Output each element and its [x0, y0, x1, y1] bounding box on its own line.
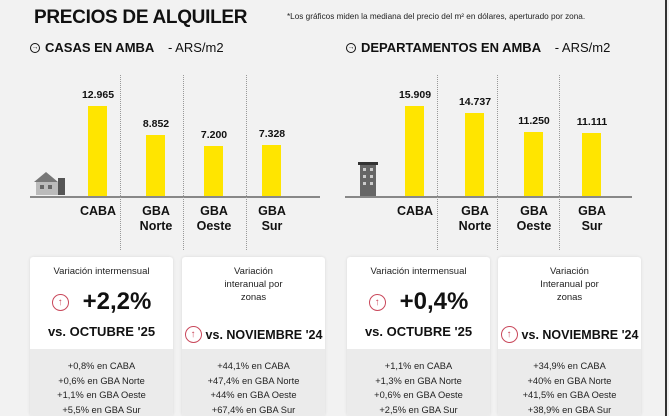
zone-line: +40% en GBA Norte	[527, 375, 612, 386]
category-label: GBA Norte	[139, 204, 173, 233]
data-label: 12.965	[81, 89, 115, 101]
zone-breakdown: +34,9% en CABA +40% en GBA Norte +41,5% en…	[498, 349, 641, 416]
window-border	[665, 0, 667, 416]
category-label: GBA Sur	[578, 204, 606, 233]
category-label: GBA Norte	[458, 204, 492, 233]
zone-line: +0,6% en GBA Oeste	[374, 390, 463, 400]
section-departamentos: → DEPARTAMENTOS EN AMBA - ARS/m2	[346, 40, 610, 55]
category-label: GBA Oeste	[196, 204, 232, 233]
page-title: PRECIOS DE ALQUILER	[34, 7, 248, 28]
bar-gba-sur	[262, 145, 281, 196]
separator	[120, 75, 121, 250]
data-label: 7.200	[200, 129, 228, 142]
variation-card: Variación interanual por zonas ↑ vs. NOVIE…	[182, 257, 325, 416]
data-label: 11.250	[518, 115, 550, 128]
separator	[183, 75, 184, 250]
category-label: GBA Oeste	[516, 204, 552, 233]
separator	[246, 75, 247, 250]
variation-value: +0,4%	[399, 288, 469, 315]
zone-breakdown: +0,8% en CABA +0,6% en GBA Norte +1,1% en …	[30, 349, 173, 416]
section-title: CASAS EN AMBA	[45, 40, 155, 55]
zone-line: +1,1% en GBA Oeste	[57, 390, 146, 400]
card-caption: Variación intermensual	[370, 266, 467, 277]
section-casas: → CASAS EN AMBA - ARS/m2	[30, 40, 224, 55]
bar-caba	[405, 106, 424, 196]
zone-breakdown: +44,1% en CABA +47,4% en GBA Norte +44% en…	[182, 349, 325, 416]
data-label: 7.328	[258, 128, 286, 141]
zone-line: +38,9% en GBA Sur	[527, 404, 612, 415]
zone-breakdown: +1,1% en CABA +1,3% en GBA Norte +0,6% en …	[347, 349, 490, 416]
section-unit: - ARS/m2	[554, 40, 611, 55]
data-label: 14.737	[458, 95, 492, 108]
data-label: 11.111	[576, 116, 608, 129]
comparison-period: vs. NOVIEMBRE '24	[205, 327, 323, 342]
data-label: 8.852	[142, 117, 170, 130]
zone-line: +0,8% en CABA	[67, 361, 136, 371]
zone-line: +5,5% en GBA Sur	[62, 404, 141, 415]
variation-card: Variación intermensual ↑ +0,4% vs. OCTUBRE …	[347, 257, 490, 416]
chart-casas: 12.965 CABA 8.852 GBA Norte 7.200 GBA Oeste 7.…	[0, 70, 335, 250]
zone-line: +44% en GBA Oeste	[210, 390, 297, 400]
variation-value: +2,2%	[82, 288, 152, 315]
bar-caba	[88, 106, 107, 196]
chart-departamentos: 15.909 CABA 14.737 GBA Norte 11.250 GBA Oeste…	[0, 70, 669, 250]
card-caption: Variación interanual por zonas	[224, 266, 283, 303]
comparison-period: vs. OCTUBRE '25	[364, 324, 473, 339]
card-caption: Variación Interanual por zonas	[540, 266, 599, 303]
zone-line: +1,1% en CABA	[384, 361, 453, 371]
zone-line: +1,3% en GBA Norte	[375, 375, 462, 386]
data-label: 15.909	[398, 89, 432, 101]
bar-gba-oeste	[204, 146, 223, 196]
zone-line: +34,9% en CABA	[533, 361, 606, 371]
variation-card: Variación intermensual ↑ +2,2% vs. OCTUBRE …	[30, 257, 173, 416]
section-unit: - ARS/m2	[167, 40, 224, 55]
separator	[437, 75, 438, 250]
category-label: CABA	[79, 204, 117, 218]
separator	[559, 75, 560, 250]
arrow-up-circle-icon: ↑	[368, 293, 386, 311]
zone-line: +0,6% en GBA Norte	[58, 375, 145, 386]
arrow-right-circle-icon: →	[346, 42, 356, 53]
arrow-right-circle-icon: →	[30, 42, 40, 53]
bar-gba-oeste	[524, 132, 543, 196]
zone-line: +47,4% en GBA Norte	[207, 375, 300, 386]
arrow-up-circle-icon: ↑	[51, 293, 69, 311]
zone-line: +44,1% en CABA	[217, 361, 290, 371]
section-title: DEPARTAMENTOS EN AMBA	[361, 40, 542, 55]
zone-line: +67,4% en GBA Sur	[211, 404, 296, 415]
variation-card: Variación Interanual por zonas ↑ vs. NOVIE…	[498, 257, 641, 416]
bar-gba-norte	[465, 112, 484, 196]
bar-gba-norte	[146, 134, 165, 196]
zone-line: +41,5% en GBA Oeste	[522, 390, 617, 400]
x-axis-line	[30, 196, 320, 198]
footnote: *Los gráficos miden la mediana del preci…	[287, 12, 586, 21]
building-icon	[358, 162, 378, 196]
separator	[497, 75, 498, 250]
comparison-period: vs. OCTUBRE '25	[47, 324, 156, 339]
x-axis-line	[345, 196, 632, 198]
arrow-up-circle-icon: ↑	[500, 326, 518, 343]
card-caption: Variación intermensual	[53, 266, 150, 277]
house-icon	[34, 172, 65, 195]
bar-gba-sur	[582, 133, 601, 196]
comparison-period: vs. NOVIEMBRE '24	[521, 327, 639, 342]
category-label: GBA Sur	[258, 204, 286, 233]
category-label: CABA	[396, 204, 434, 218]
zone-line: +2,5% en GBA Sur	[379, 404, 458, 415]
arrow-up-circle-icon: ↑	[184, 326, 202, 343]
